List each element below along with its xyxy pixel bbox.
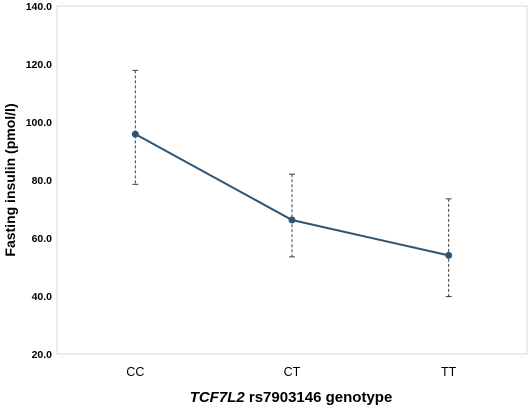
error-bars bbox=[132, 69, 452, 298]
x-axis-title-rest: rs7903146 genotype bbox=[245, 389, 393, 406]
y-tick-label: 60.0 bbox=[32, 233, 53, 245]
y-tick-label: 120.0 bbox=[26, 59, 52, 71]
x-tick-labels: CC CT TT bbox=[126, 365, 456, 379]
x-tick-label: CT bbox=[284, 365, 301, 379]
y-tick-label: 80.0 bbox=[32, 175, 53, 187]
y-tick-label: 20.0 bbox=[32, 349, 53, 361]
data-point bbox=[288, 216, 296, 224]
x-tick-label: TT bbox=[441, 365, 457, 379]
x-tick-label: CC bbox=[126, 365, 144, 379]
axes bbox=[56, 5, 528, 355]
data-point bbox=[131, 130, 139, 138]
y-tick-labels: 20.0 40.0 60.0 80.0 100.0 120.0 140.0 bbox=[26, 1, 52, 361]
y-tick-label: 40.0 bbox=[32, 291, 53, 303]
y-tick-label: 140.0 bbox=[26, 1, 52, 13]
data-point bbox=[445, 251, 453, 259]
series bbox=[131, 130, 453, 259]
x-axis-title-italic: TCF7L2 bbox=[190, 389, 246, 406]
y-axis-title: Fasting insulin (pmol/l) bbox=[2, 103, 18, 256]
y-tick-label: 100.0 bbox=[26, 117, 52, 129]
plot-area-border bbox=[56, 5, 528, 355]
x-axis-title: TCF7L2 rs7903146 genotype bbox=[190, 389, 393, 406]
